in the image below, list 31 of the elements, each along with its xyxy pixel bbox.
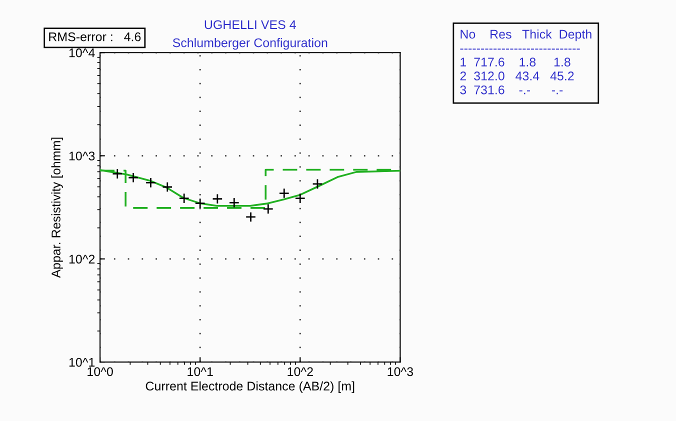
point [112,168,123,180]
point [162,182,173,192]
x-axis-title: Current Electrode Distance (AB/2) [m] [146,381,354,394]
text: RMS-error : 4.6 [49,32,141,42]
x-tick-label: 10^1 [188,367,213,376]
point [312,178,323,190]
point [212,194,223,204]
chart-title: UGHELLI VES 4 [204,20,296,30]
y-tick-label: 10^2 [69,254,95,264]
y-axis-title: Appar. Resistivity [ohmm] [51,138,63,278]
text: 1 717.6 1.8 1.8 [460,58,570,66]
x-tick-label: 10^2 [288,367,313,376]
point [228,197,240,208]
text: ----------------------------- [460,48,580,50]
point [178,192,190,204]
chart-subtitle: Schlumberger Configuration [172,38,328,50]
text: 2 312.0 43.4 45.2 [460,72,574,80]
y-tick-label: 10^1 [69,358,95,367]
text: No Res Thick Depth [460,29,592,42]
y-tick-label: 10^4 [69,48,95,58]
point [145,177,156,188]
point [194,198,206,209]
point [245,212,256,222]
point [128,172,139,183]
point [278,188,290,199]
point [294,192,306,204]
y-tick-label: 10^3 [69,152,95,160]
x-tick-label: 10^3 [388,367,414,376]
x-tick-label: 10^0 [88,367,113,376]
point [262,204,274,214]
text: 3 731.6 -.- -.- [460,85,563,94]
